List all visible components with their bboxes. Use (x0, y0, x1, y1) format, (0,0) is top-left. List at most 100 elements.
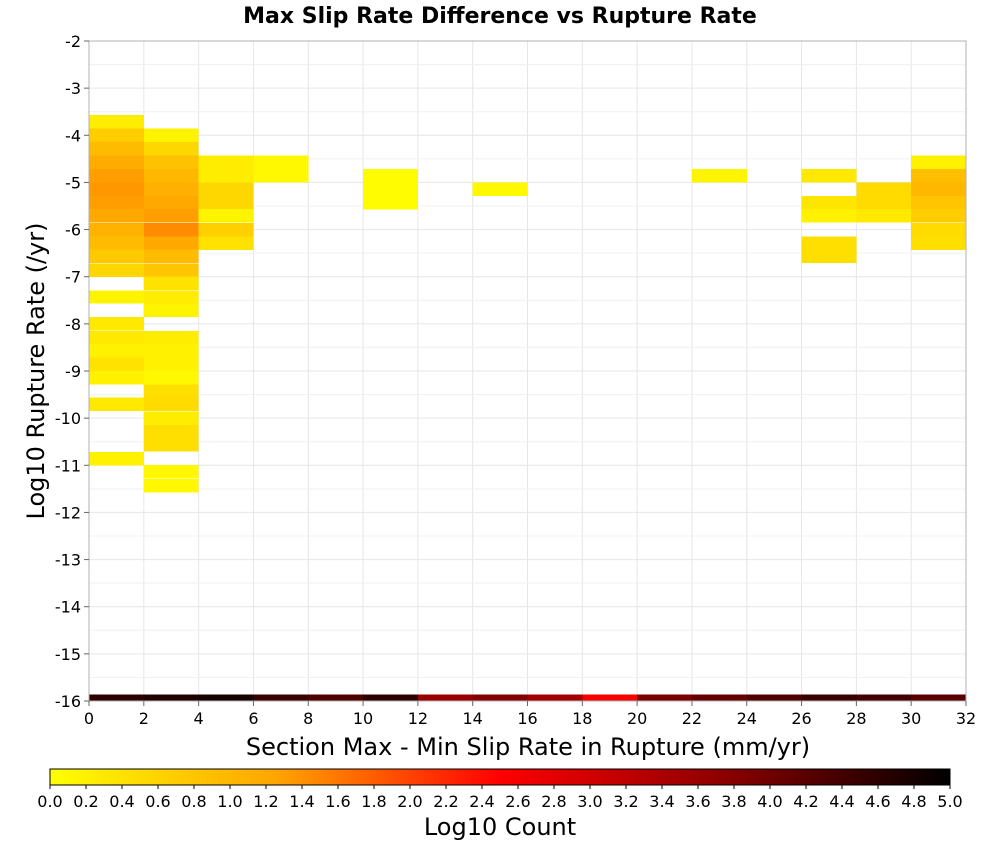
heatmap-cell (89, 128, 144, 143)
x-axis-ticks: 0 2 4 6 8 10 12 14 16 18 20 22 24 26 28 30 32 (84, 701, 976, 728)
heatmap-cell (89, 694, 144, 701)
heatmap-cell (89, 397, 144, 412)
heatmap-cell (801, 195, 857, 210)
colorbar-title: Log10 Count (424, 813, 576, 841)
colorbar-tick-label: 4.0 (757, 792, 782, 811)
heatmap-cell (143, 195, 199, 210)
heatmap-cell (253, 694, 309, 701)
heatmap-cell (143, 142, 199, 156)
colorbar-tick-label: 4.4 (829, 792, 854, 811)
heatmap-cell (856, 694, 912, 701)
heatmap-cell (363, 169, 418, 183)
heatmap-cell (143, 236, 199, 250)
heatmap-cell (143, 222, 199, 237)
heatmap-cell (143, 276, 199, 291)
y-tick-label: -15 (55, 645, 81, 664)
heatmap-cell (801, 209, 857, 223)
heatmap-cell (89, 114, 144, 129)
x-tick-label: 18 (572, 709, 592, 728)
heatmap-cell (801, 694, 857, 701)
colorbar-tick-label: 2.2 (433, 792, 458, 811)
colorbar (49, 768, 951, 786)
colorbar-tick-label: 1.6 (325, 792, 350, 811)
heatmap-cell (198, 209, 254, 223)
heatmap-cell (143, 128, 199, 143)
heatmap-cell (89, 155, 144, 169)
x-tick-label: 30 (901, 709, 921, 728)
heatmap-cell (856, 209, 912, 223)
heatmap-cell (253, 169, 309, 183)
colorbar-tick-label: 2.8 (541, 792, 566, 811)
heatmap-cell (911, 694, 966, 701)
heatmap-cell (143, 343, 199, 358)
x-tick-label: 10 (353, 709, 373, 728)
heatmap-cell (746, 694, 802, 701)
heatmap-cell (801, 236, 857, 250)
heatmap-cell (472, 694, 528, 701)
heatmap-cell (472, 182, 528, 196)
colorbar-tick-label: 2.4 (469, 792, 494, 811)
heatmap-cell (89, 236, 144, 250)
heatmap-cell (582, 694, 638, 701)
x-tick-label: 28 (846, 709, 866, 728)
chart-title: Max Slip Rate Difference vs Rupture Rate (243, 4, 757, 29)
colorbar-tick-label: 2.0 (397, 792, 422, 811)
heatmap-cell (856, 195, 912, 210)
x-tick-label: 4 (194, 709, 204, 728)
heatmap-cell (89, 169, 144, 183)
heatmap-cell (198, 195, 254, 210)
heatmap-cell (143, 397, 199, 412)
heatmap-cell (143, 249, 199, 264)
x-tick-label: 14 (463, 709, 483, 728)
heatmap-cell (143, 182, 199, 196)
heatmap-cell (691, 169, 747, 183)
heatmap-cell (89, 451, 144, 466)
heatmap-cell (143, 263, 199, 277)
colorbar-tick-label: 5.0 (937, 792, 962, 811)
x-tick-label: 32 (956, 709, 976, 728)
heatmap-cell (89, 290, 144, 304)
heatmap-cell (911, 169, 966, 183)
y-tick-label: -10 (55, 409, 81, 428)
x-tick-label: 16 (517, 709, 537, 728)
y-tick-label: -6 (65, 221, 81, 240)
heatmap-cell (143, 478, 199, 493)
heatmap-cell (363, 182, 418, 196)
y-tick-label: -2 (65, 32, 81, 51)
heatmap-cell (911, 222, 966, 237)
y-tick-label: -13 (55, 551, 81, 570)
heatmap-cell (89, 182, 144, 196)
heatmap-cell (911, 236, 966, 250)
colorbar-ticks: 0.0 0.2 0.4 0.6 0.8 1.0 1.2 1.4 1.6 1.8 2.0 2.2 2.4 2… (37, 785, 963, 811)
y-tick-label: -9 (65, 362, 81, 381)
heatmap-cell (143, 169, 199, 183)
heatmap-cell (89, 343, 144, 358)
heatmap-cell (89, 222, 144, 237)
heatmap-cell (143, 209, 199, 223)
heatmap-cell (143, 370, 199, 385)
x-tick-label: 0 (84, 709, 94, 728)
y-tick-label: -3 (65, 79, 81, 98)
colorbar-tick-label: 1.4 (289, 792, 314, 811)
heatmap-cell (198, 694, 254, 701)
heatmap-cell (143, 384, 199, 399)
y-tick-label: -16 (55, 692, 81, 711)
heatmap-cell (143, 425, 199, 439)
y-tick-label: -14 (55, 598, 81, 617)
colorbar-tick-label: 0.6 (145, 792, 170, 811)
y-axis-ticks: -2 -3 -4 -5 -6 -7 -8 -9 -10 -11 -12 -13 -14 -15 -16 (55, 32, 89, 711)
colorbar-tick-label: 0.0 (37, 792, 62, 811)
y-tick-label: -12 (55, 503, 81, 522)
heatmap-cells (89, 114, 966, 701)
colorbar-tick-label: 0.2 (73, 792, 98, 811)
heatmap-cell (89, 357, 144, 372)
x-tick-label: 26 (791, 709, 811, 728)
colorbar-tick-label: 1.8 (361, 792, 386, 811)
heatmap-cell (89, 330, 144, 345)
heatmap-cell (89, 142, 144, 156)
heatmap-cell (801, 169, 857, 183)
heatmap-cell (691, 694, 747, 701)
heatmap-cell (198, 182, 254, 196)
heatmap-cell (89, 317, 144, 331)
